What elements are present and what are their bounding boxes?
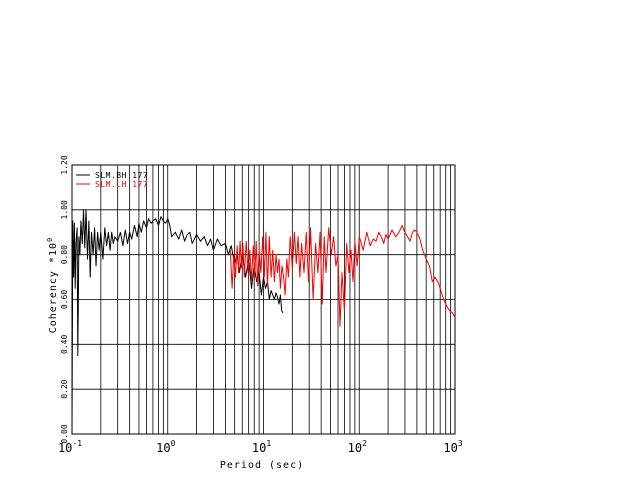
x-tick-exponent: 0	[171, 439, 176, 448]
y-axis-label-exponent: 0	[46, 237, 54, 242]
x-tick-label: 101	[252, 439, 271, 455]
x-tick-label: 103	[443, 439, 462, 455]
series-line-lh	[229, 225, 456, 327]
x-tick-base: 10	[156, 441, 170, 455]
x-tick-exponent: 2	[362, 439, 367, 448]
x-tick-base: 10	[58, 441, 72, 455]
x-tick-label: 10-1	[58, 439, 82, 455]
x-tick-base: 10	[443, 441, 457, 455]
y-tick-label: 0.20	[60, 379, 69, 398]
y-tick-label: 0.40	[60, 335, 69, 354]
x-tick-base: 10	[252, 441, 266, 455]
x-tick-labels: 10-1 100 101 102 103	[58, 439, 463, 455]
plot-frame	[71, 164, 456, 435]
grid	[71, 164, 455, 435]
y-tick-label: 0.60	[60, 290, 69, 309]
legend: SLM.BH 177 SLM.LH 177	[76, 171, 148, 189]
y-tick-labels: 0.00 0.20 0.40 0.60 0.80 1.00 1.20	[60, 155, 69, 443]
y-axis-label-text: Coherency *10	[48, 242, 59, 333]
x-tick-label: 100	[156, 439, 175, 455]
x-tick-exponent: 3	[458, 439, 463, 448]
x-tick-label: 102	[348, 439, 367, 455]
x-tick-exponent: 1	[266, 439, 271, 448]
series-line-bh	[71, 209, 284, 435]
y-tick-label: 1.00	[60, 200, 69, 219]
y-axis-label: Coherency *100	[46, 237, 59, 334]
legend-label-lh: SLM.LH 177	[95, 180, 148, 189]
y-tick-label: 0.80	[60, 245, 69, 264]
x-tick-exponent: -1	[72, 439, 82, 448]
legend-label-bh: SLM.BH 177	[95, 171, 148, 180]
y-tick-label: 1.20	[60, 155, 69, 174]
x-axis-label: Period (sec)	[220, 460, 304, 471]
x-tick-base: 10	[348, 441, 362, 455]
series-group	[71, 209, 456, 435]
y-tick-label: 0.00	[60, 424, 69, 443]
